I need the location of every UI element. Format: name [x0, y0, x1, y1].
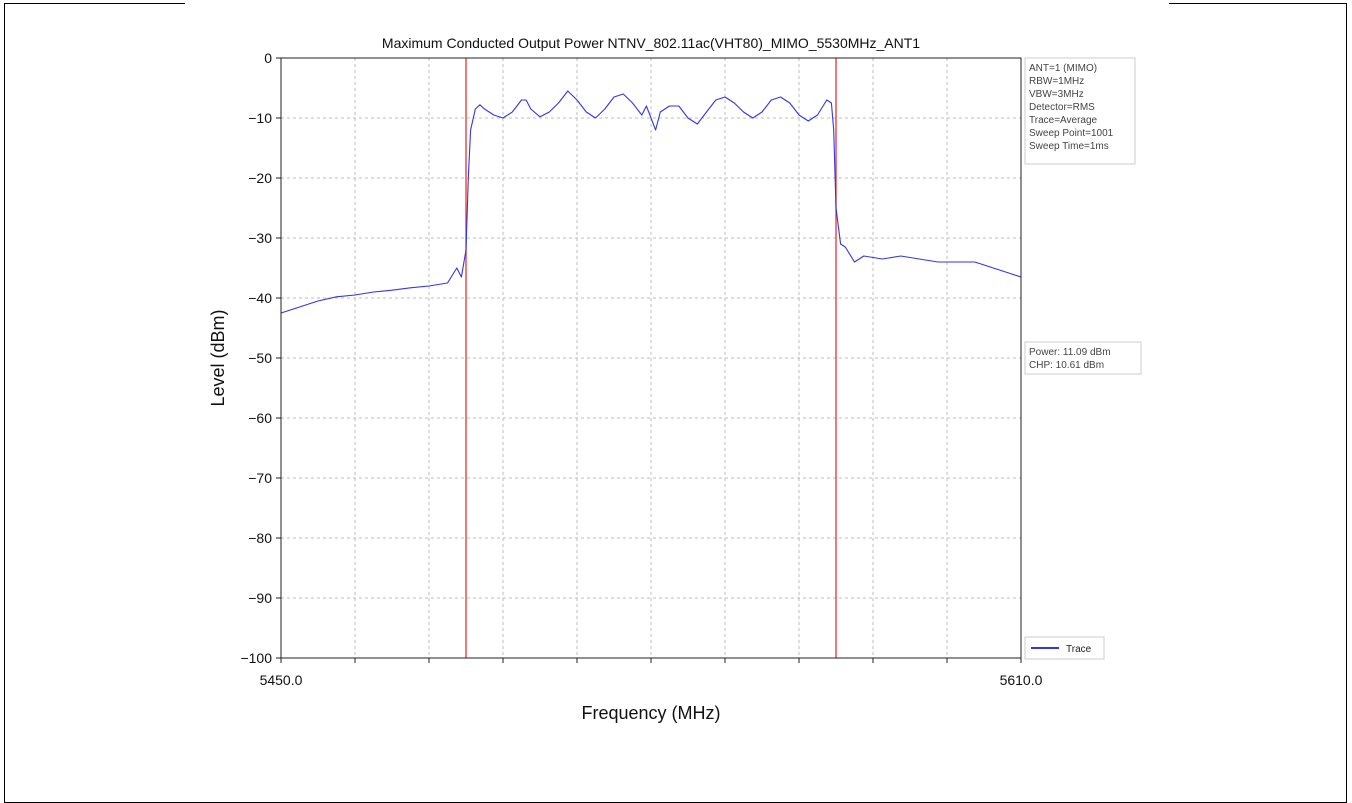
y-tick-label: −100 [240, 650, 272, 666]
y-tick-label: −70 [248, 470, 272, 486]
info-line: Detector=RMS [1029, 102, 1095, 113]
measurement-settings-box: ANT=1 (MIMO) RBW=1MHz VBW=3MHz Detector=… [1024, 57, 1136, 165]
spectrum-chart: 0−10−20−30−40−50−60−70−80−90−100 5450.0 5… [208, 35, 1142, 723]
y-tick-label: −20 [248, 170, 272, 186]
power-value: Power: 11.09 dBm [1029, 347, 1111, 358]
info-line: VBW=3MHz [1029, 89, 1084, 100]
y-tick-label: −80 [248, 530, 272, 546]
x-axis-ticks: 5450.0 5610.0 [260, 658, 1043, 688]
y-tick-label: −30 [248, 230, 272, 246]
y-tick-label: −10 [248, 110, 272, 126]
info-line: ANT=1 (MIMO) [1029, 63, 1097, 74]
x-axis-label: Frequency (MHz) [581, 703, 720, 723]
y-tick-label: −50 [248, 350, 272, 366]
band-edge-markers [465, 58, 837, 658]
top-border-gap [185, 3, 1169, 5]
x-tick-label: 5450.0 [260, 672, 303, 688]
series-line-trace [280, 90, 1022, 314]
info-line: Trace=Average [1029, 115, 1098, 126]
y-tick-label: −40 [248, 290, 272, 306]
y-axis-label: Level (dBm) [208, 309, 228, 406]
legend-label-trace: Trace [1066, 644, 1092, 655]
x-tick-label: 5610.0 [1000, 672, 1043, 688]
info-line: Sweep Time=1ms [1029, 141, 1109, 152]
y-tick-label: −60 [248, 410, 272, 426]
legend: Trace [1024, 636, 1105, 660]
y-axis-ticks: 0 −10 −20 −30 −40 −50 −60 −70 −80 −90 −100 [240, 50, 281, 666]
info-line: Sweep Point=1001 [1029, 128, 1114, 139]
chart-title: Maximum Conducted Output Power NTNV_802.… [382, 35, 920, 51]
y-tick-label: −90 [248, 590, 272, 606]
info-line: RBW=1MHz [1029, 76, 1084, 87]
power-readout-box: Power: 11.09 dBm CHP: 10.61 dBm [1024, 341, 1142, 375]
y-tick-label: 0 [264, 50, 272, 66]
series-layer [280, 90, 1022, 314]
chp-value: CHP: 10.61 dBm [1029, 360, 1104, 371]
grid-lines [281, 57, 1021, 659]
